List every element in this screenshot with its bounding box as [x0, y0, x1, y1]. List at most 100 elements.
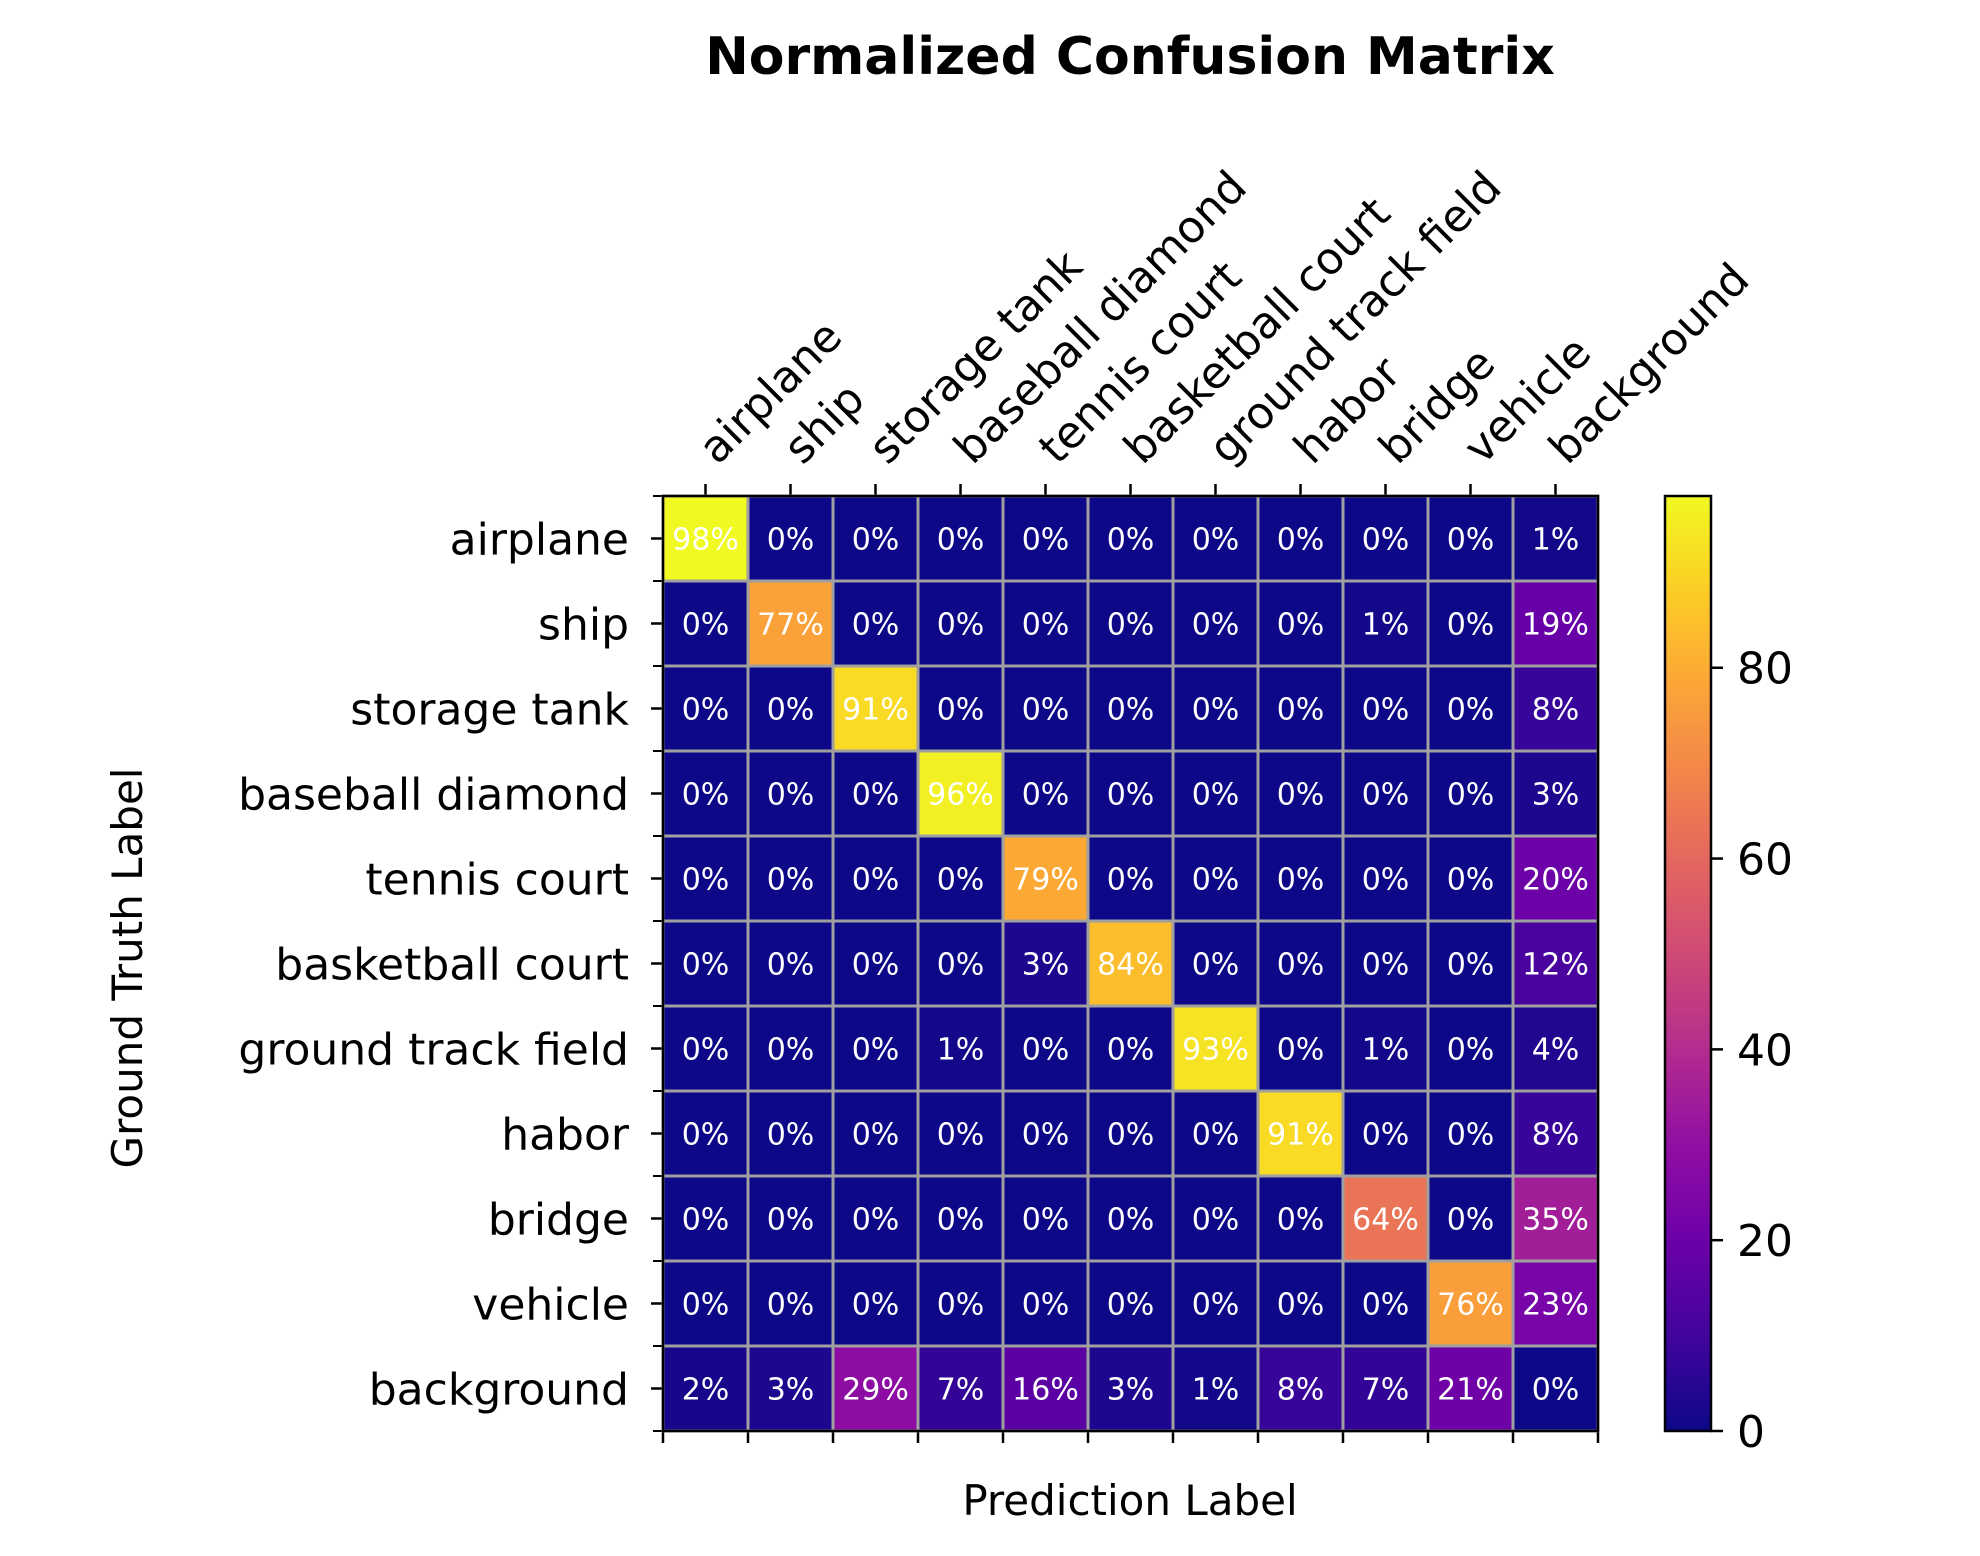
plot-frame	[661, 494, 1600, 1433]
cell-value-label: 0%	[1362, 523, 1410, 558]
heatmap-cell	[1511, 1004, 1600, 1093]
cell-value-label: 0%	[1022, 1118, 1070, 1153]
cell-value-label: 0%	[682, 1118, 730, 1153]
cell-value-label: 0%	[1277, 1288, 1325, 1323]
y-tick-label: habor	[501, 1110, 630, 1161]
cell-value-label: 0%	[767, 1033, 815, 1068]
cell-value-label: 3%	[767, 1373, 815, 1408]
cell-value-label: 0%	[1192, 693, 1240, 728]
colorbar-tick-label: 80	[1737, 644, 1793, 695]
chart-title: Normalized Confusion Matrix	[705, 27, 1555, 87]
x-axis-label: Prediction Label	[962, 1476, 1297, 1525]
cell-value-label: 79%	[1012, 863, 1079, 898]
cell-value-label: 1%	[1532, 523, 1580, 558]
cell-value-label: 0%	[937, 1203, 985, 1238]
y-tick-label: background	[369, 1365, 629, 1416]
cell-value-label: 0%	[1532, 1373, 1580, 1408]
cell-value-label: 0%	[852, 1288, 900, 1323]
cell-value-label: 1%	[1362, 608, 1410, 643]
heatmap-cell	[916, 834, 1005, 923]
cell-value-label: 0%	[937, 948, 985, 983]
y-tick-label: storage tank	[350, 685, 629, 736]
heatmap-cell	[1001, 1344, 1090, 1433]
y-tick-label: baseball diamond	[238, 770, 629, 821]
cell-value-label: 0%	[852, 863, 900, 898]
cell-value-label: 1%	[1362, 1033, 1410, 1068]
heatmap-cell	[746, 1174, 835, 1263]
heatmap-cell	[1426, 1174, 1515, 1263]
cell-value-label: 0%	[937, 523, 985, 558]
heatmap-cell	[1256, 494, 1345, 583]
heatmap-cell	[1511, 1259, 1600, 1348]
cell-value-label: 0%	[1447, 778, 1495, 813]
heatmap-cell	[1001, 1004, 1090, 1093]
cell-value-label: 0%	[1192, 1118, 1240, 1153]
cell-value-label: 0%	[1107, 863, 1155, 898]
cell-value-label: 98%	[672, 523, 739, 558]
cell-value-label: 1%	[1192, 1373, 1240, 1408]
cell-value-label: 0%	[767, 948, 815, 983]
cell-value-label: 0%	[1107, 523, 1155, 558]
cell-value-label: 1%	[937, 1033, 985, 1068]
y-tick-label: ground track field	[238, 1025, 629, 1076]
heatmap-cell	[661, 919, 750, 1008]
y-tick-label: tennis court	[365, 855, 629, 906]
heatmap-cell	[1171, 1344, 1260, 1433]
cell-value-label: 0%	[682, 1203, 730, 1238]
cell-value-label: 0%	[767, 1203, 815, 1238]
cell-value-label: 0%	[1277, 948, 1325, 983]
cell-value-label: 0%	[1022, 693, 1070, 728]
cell-value-label: 0%	[1022, 523, 1070, 558]
y-tick-label: airplane	[450, 515, 629, 566]
cell-value-label: 0%	[1107, 608, 1155, 643]
cell-value-label: 0%	[1447, 1203, 1495, 1238]
cell-value-label: 0%	[1192, 523, 1240, 558]
cell-value-label: 0%	[682, 863, 730, 898]
cell-value-label: 0%	[682, 778, 730, 813]
heatmap-cell	[1086, 1174, 1175, 1263]
heatmap-cell	[1001, 579, 1090, 668]
cell-value-label: 0%	[767, 1118, 815, 1153]
cell-value-label: 23%	[1522, 1288, 1589, 1323]
heatmap-cell	[1511, 749, 1600, 838]
cell-value-label: 21%	[1437, 1373, 1504, 1408]
heatmap-cell	[746, 1089, 835, 1178]
cell-value-label: 0%	[1362, 693, 1410, 728]
heatmap-cell	[1171, 919, 1260, 1008]
cell-value-label: 93%	[1182, 1033, 1249, 1068]
cell-value-label: 0%	[852, 523, 900, 558]
cell-value-label: 0%	[1447, 1033, 1495, 1068]
cell-value-label: 3%	[1532, 778, 1580, 813]
cell-value-label: 0%	[1447, 608, 1495, 643]
cell-value-label: 0%	[1107, 1203, 1155, 1238]
cell-value-label: 0%	[767, 523, 815, 558]
cell-value-label: 0%	[852, 948, 900, 983]
cell-value-label: 0%	[682, 948, 730, 983]
cell-value-label: 0%	[937, 693, 985, 728]
cell-value-label: 3%	[1022, 948, 1070, 983]
cell-value-label: 8%	[1277, 1373, 1325, 1408]
heatmap-cell	[831, 1344, 920, 1433]
cell-value-label: 8%	[1532, 1118, 1580, 1153]
y-tick-label: ship	[538, 600, 629, 651]
heatmap-cell	[831, 579, 920, 668]
heatmap-cell	[916, 919, 1005, 1008]
cell-value-label: 84%	[1097, 948, 1164, 983]
cell-value-label: 3%	[1107, 1373, 1155, 1408]
cell-value-label: 76%	[1437, 1288, 1504, 1323]
cell-value-label: 0%	[937, 1118, 985, 1153]
cell-value-label: 0%	[852, 1118, 900, 1153]
heatmap-cell	[1341, 494, 1430, 583]
cell-value-label: 0%	[1022, 1033, 1070, 1068]
colorbar-ticks: 0 20 40 60 80	[1711, 644, 1793, 1458]
heatmap-cell	[1511, 1174, 1600, 1263]
heatmap-cell	[1426, 1344, 1515, 1433]
y-tick-label: vehicle	[472, 1280, 629, 1331]
heatmap-cell	[1426, 1004, 1515, 1093]
heatmap-cell	[1001, 1089, 1090, 1178]
heatmap-cell	[831, 1174, 920, 1263]
cell-value-label: 0%	[852, 608, 900, 643]
cell-value-label: 0%	[682, 1288, 730, 1323]
y-tick-label: basketball court	[275, 940, 629, 991]
